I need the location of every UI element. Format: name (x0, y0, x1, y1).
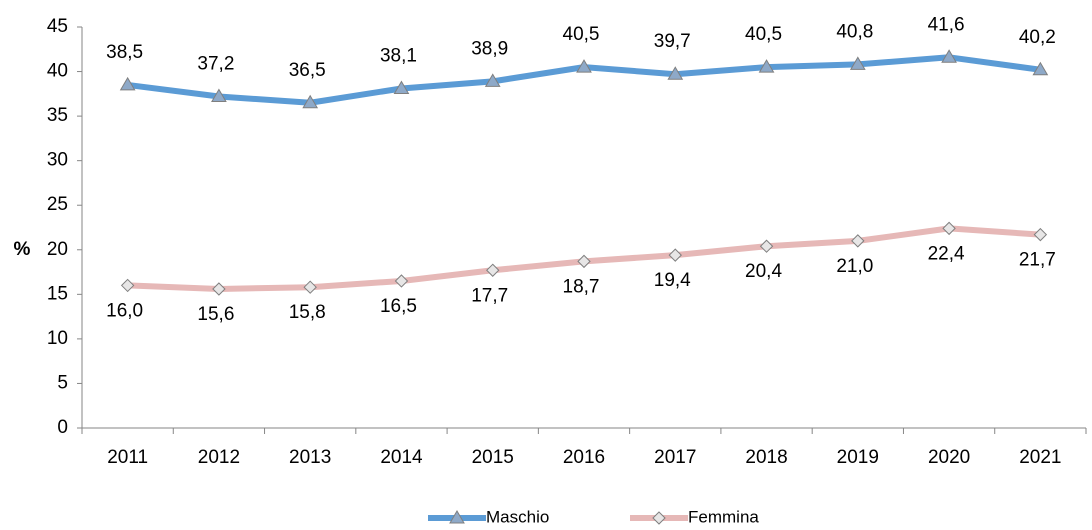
data-label: 38,5 (106, 42, 143, 63)
marker (302, 94, 319, 109)
marker (211, 88, 227, 103)
x-tick-label: 2012 (198, 447, 240, 468)
data-label: 40,5 (563, 24, 600, 45)
data-label: 37,2 (197, 54, 234, 75)
y-tick-label: 10 (47, 328, 68, 349)
legend-marker (449, 510, 465, 524)
marker (119, 76, 136, 91)
x-tick-label: 2021 (1019, 447, 1061, 468)
marker (851, 234, 865, 248)
marker (758, 59, 775, 73)
marker (668, 248, 682, 262)
data-label: 38,9 (471, 38, 508, 59)
marker (942, 221, 956, 236)
data-label: 17,7 (471, 285, 508, 306)
data-label: 21,0 (836, 256, 873, 277)
x-tick-label: 2017 (654, 447, 696, 468)
x-tick-label: 2018 (745, 447, 787, 468)
marker (759, 239, 774, 253)
data-label: 19,4 (654, 270, 691, 291)
data-label: 41,6 (928, 14, 965, 35)
marker (393, 80, 410, 94)
y-tick-label: 20 (47, 239, 68, 260)
x-tick-label: 2013 (289, 447, 331, 468)
y-tick-label: 5 (57, 372, 68, 393)
data-label: 20,4 (745, 261, 782, 282)
marker (484, 73, 501, 87)
marker (303, 280, 317, 294)
marker (1033, 227, 1048, 242)
data-label: 38,1 (380, 46, 417, 67)
marker (212, 282, 226, 296)
data-label: 16,5 (380, 296, 417, 317)
marker (849, 56, 866, 70)
marker (577, 254, 591, 269)
legend-marker (652, 511, 666, 525)
y-axis-label: % (14, 239, 31, 260)
marker (941, 49, 957, 63)
y-tick-label: 0 (57, 417, 68, 438)
y-tick-label: 45 (47, 16, 68, 37)
data-label: 40,8 (836, 21, 873, 42)
marker (576, 59, 592, 73)
x-tick-label: 2016 (563, 447, 605, 468)
data-label: 16,0 (106, 300, 143, 321)
legend-label: Femmina (688, 507, 759, 526)
x-tick-label: 2015 (472, 447, 514, 468)
data-label: 15,8 (289, 302, 326, 323)
x-tick-label: 2011 (107, 447, 148, 468)
y-tick-label: 15 (47, 283, 68, 304)
x-tick-label: 2014 (380, 447, 423, 468)
marker (486, 263, 500, 277)
data-label: 40,5 (745, 24, 782, 45)
marker (120, 278, 135, 293)
y-tick-label: 30 (47, 150, 68, 171)
data-label: 18,7 (563, 276, 600, 297)
marker (667, 66, 684, 80)
data-label: 15,6 (197, 304, 234, 325)
x-tick-label: 2019 (837, 447, 879, 468)
data-label: 22,4 (928, 243, 965, 264)
y-tick-label: 40 (47, 61, 68, 82)
y-tick-label: 35 (47, 105, 68, 126)
x-tick-label: 2020 (928, 447, 970, 468)
legend-label: Maschio (486, 507, 549, 526)
data-label: 40,2 (1019, 27, 1056, 48)
marker (1032, 61, 1049, 76)
y-tick-label: 25 (47, 194, 68, 215)
data-label: 36,5 (289, 60, 326, 81)
data-label: 21,7 (1019, 250, 1056, 271)
data-label: 39,7 (654, 31, 691, 52)
marker (394, 274, 409, 288)
